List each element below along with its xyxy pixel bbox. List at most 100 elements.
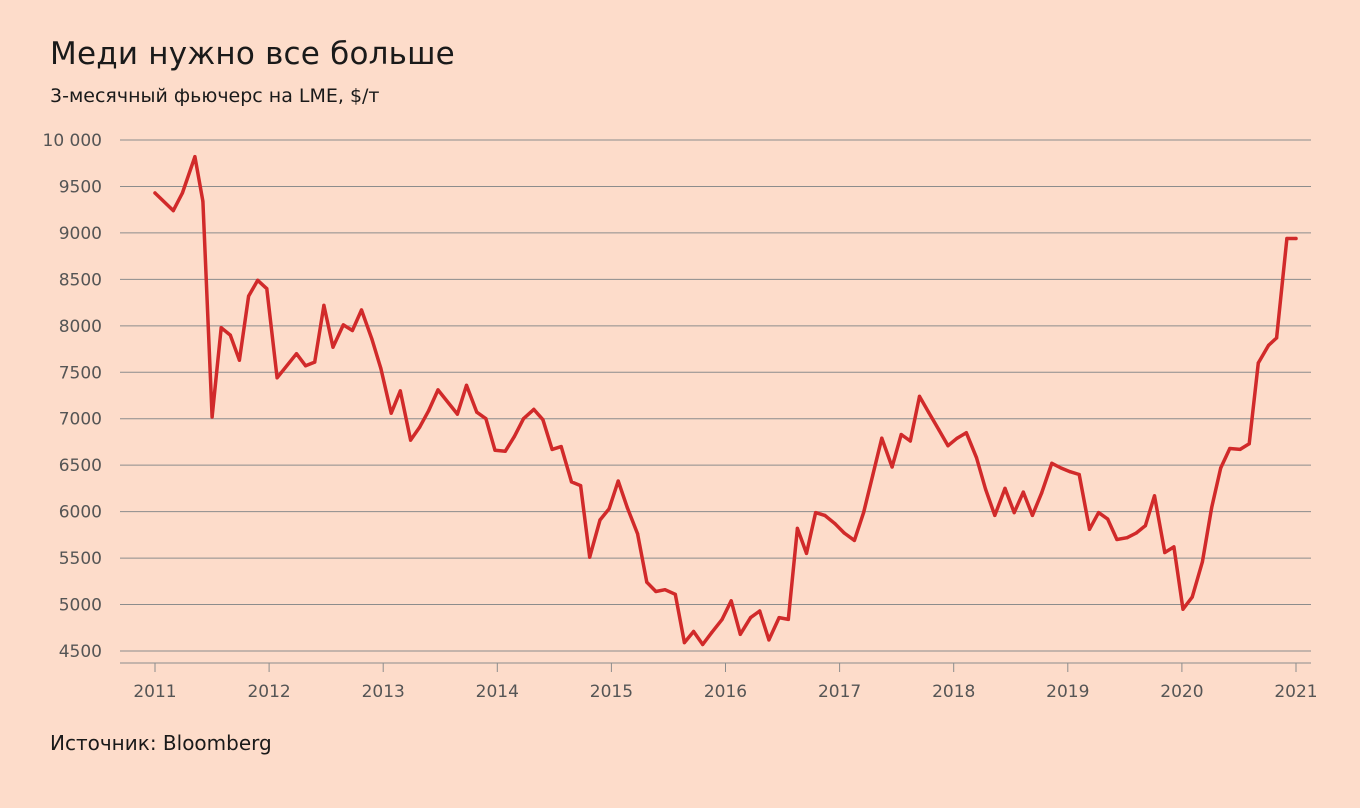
data-point [1294, 236, 1298, 241]
data-point [210, 415, 214, 419]
data-point [1030, 513, 1034, 518]
data-point [1267, 343, 1271, 347]
data-point [964, 431, 968, 435]
series-line [153, 154, 1298, 647]
data-point [171, 209, 175, 213]
data-point [616, 479, 620, 483]
data-point [1238, 447, 1242, 451]
data-point [908, 439, 912, 443]
data-point [720, 617, 724, 622]
x-tick-label: 2017 [818, 682, 861, 702]
data-point [304, 364, 308, 368]
data-point [475, 410, 479, 414]
data-point [1134, 531, 1138, 535]
y-tick-label: 6000 [59, 503, 102, 523]
data-point [237, 358, 241, 362]
x-tick-label: 2018 [932, 682, 975, 702]
data-point [1190, 595, 1194, 599]
x-tick-label: 2019 [1046, 682, 1089, 702]
y-tick-label: 6500 [59, 456, 102, 476]
data-point [804, 551, 809, 556]
data-point [512, 434, 517, 438]
x-tick-label: 2016 [704, 682, 747, 702]
data-point [219, 326, 223, 330]
data-point [1021, 490, 1025, 494]
data-point [1087, 527, 1092, 531]
data-point [729, 599, 733, 603]
data-point [636, 532, 640, 536]
data-point [823, 513, 827, 518]
x-tick-label: 2012 [247, 682, 290, 702]
data-point [541, 418, 545, 422]
y-tick-label: 7500 [59, 363, 102, 383]
data-point [1143, 524, 1147, 528]
data-point [1012, 510, 1016, 515]
chart-subtitle: 3-месячный фьючерс на LME, $/т [50, 85, 380, 107]
data-point [331, 345, 335, 349]
data-point [738, 632, 742, 636]
y-tick-label: 9000 [59, 224, 102, 244]
data-point [294, 352, 299, 356]
data-point [777, 616, 781, 620]
y-tick-label: 10 000 [43, 131, 102, 151]
data-point [341, 323, 345, 327]
data-point [588, 555, 592, 559]
data-point [974, 456, 979, 460]
source-note: Источник: Bloomberg [50, 731, 272, 755]
y-tick-label: 5500 [59, 549, 102, 569]
data-point [359, 308, 364, 312]
data-point [484, 417, 488, 421]
data-point [673, 592, 677, 596]
data-point [1285, 236, 1289, 241]
data-point [890, 465, 894, 469]
x-tick-label: 2015 [590, 682, 633, 702]
data-point [1275, 336, 1279, 340]
data-point [1152, 494, 1157, 498]
data-point [927, 410, 931, 414]
data-point [256, 278, 260, 282]
data-point [427, 408, 431, 412]
data-point [1256, 361, 1260, 365]
data-point [598, 518, 602, 522]
data-point [418, 425, 422, 429]
data-point [749, 616, 753, 620]
data-point [1059, 466, 1063, 470]
grid-lines [120, 139, 1311, 652]
data-point [1106, 517, 1110, 521]
data-point [862, 510, 866, 515]
data-point [1163, 550, 1167, 555]
data-point [946, 444, 950, 448]
data-point [322, 303, 326, 307]
data-point [663, 588, 667, 592]
data-point [842, 531, 846, 535]
data-point [275, 376, 279, 380]
data-point [579, 484, 583, 488]
data-point [493, 448, 497, 452]
data-point [464, 383, 469, 387]
data-point [521, 417, 526, 421]
data-point [313, 360, 317, 364]
data-point [645, 580, 649, 584]
data-point [758, 609, 762, 613]
data-point [398, 389, 402, 393]
data-point [795, 526, 800, 531]
data-point [455, 412, 459, 416]
x-tick-label: 2011 [133, 682, 176, 702]
data-point [350, 328, 354, 333]
y-tick-label: 4500 [59, 642, 102, 662]
data-point [1050, 461, 1054, 465]
data-point [201, 199, 205, 203]
data-point [899, 432, 903, 437]
data-point [379, 367, 383, 371]
data-point [871, 473, 875, 477]
data-point [228, 333, 232, 337]
y-tick-label: 9500 [59, 177, 102, 197]
data-point [710, 630, 714, 635]
data-point [503, 449, 507, 453]
data-point [1097, 510, 1101, 515]
data-point [607, 507, 611, 511]
data-point [1210, 506, 1214, 510]
x-axis: 2011 2012 2013 2014 2015 2016 2017 2018 2019 2020… [120, 662, 1318, 702]
data-point [247, 294, 251, 298]
